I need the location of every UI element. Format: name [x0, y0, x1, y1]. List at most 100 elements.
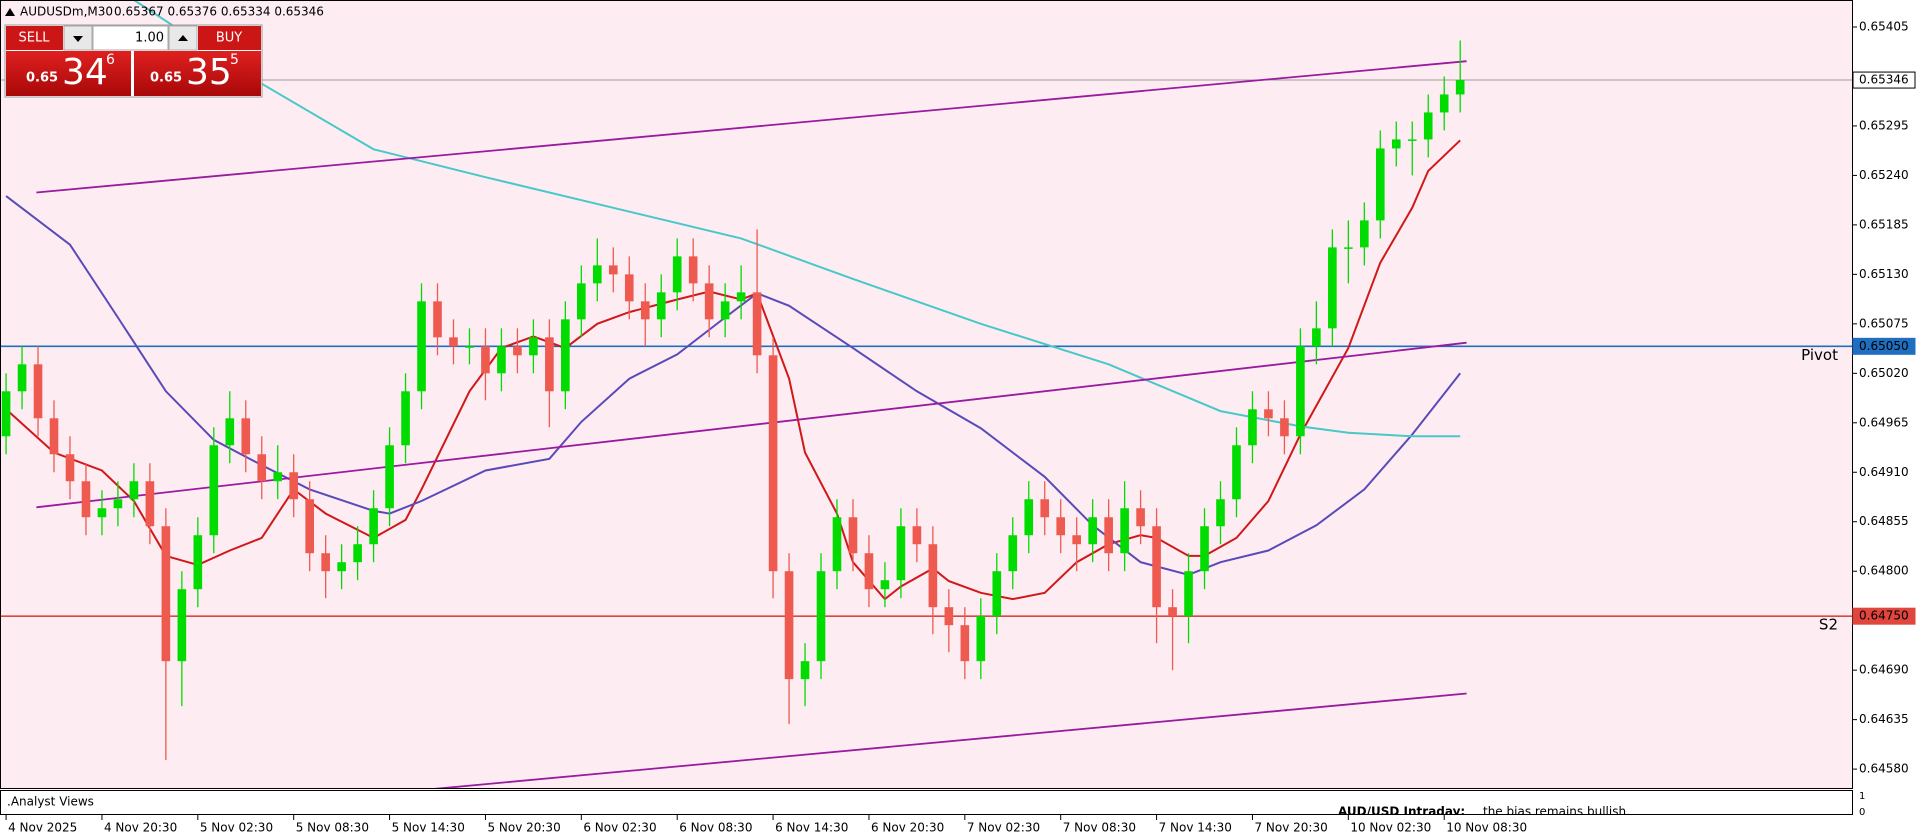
- subwindow-title: .Analyst Views: [7, 795, 94, 809]
- candle-body: [49, 418, 59, 455]
- buy-button[interactable]: [198, 26, 261, 50]
- candle-body: [305, 499, 314, 554]
- ask-point: 5: [230, 52, 239, 68]
- sub-tick-label: 1: [1859, 791, 1865, 802]
- candle-body: [864, 553, 874, 590]
- candle-body: [417, 301, 426, 392]
- x-tick-label: 6 Nov 02:30: [583, 821, 656, 835]
- candle-body: [800, 661, 810, 680]
- candle-body: [1136, 508, 1145, 527]
- candle-body: [912, 526, 922, 545]
- candle-body: [816, 571, 826, 662]
- price-box: [1852, 337, 1916, 355]
- candle-body: [944, 607, 954, 626]
- price-box-label: 0.64750: [1859, 609, 1909, 623]
- candle-body: [1056, 517, 1066, 536]
- trade-panel: SELL 1.00 BUY 0.65 34 6 0.65 35 5: [4, 24, 263, 98]
- moving-average: [133, 1, 1461, 438]
- candle-body: [1104, 517, 1113, 554]
- candle-body: [481, 346, 490, 374]
- collapse-icon[interactable]: [5, 8, 15, 16]
- candle-body: [369, 508, 378, 545]
- x-tick-label: 4 Nov 2025: [8, 821, 77, 835]
- candle-body: [1184, 571, 1193, 617]
- candle-body: [1328, 247, 1337, 329]
- candle-body: [624, 274, 634, 302]
- candle-body: [960, 625, 970, 662]
- bid-point: 6: [106, 52, 115, 68]
- moving-average: [5, 139, 1461, 601]
- x-tick-label: 5 Nov 08:30: [296, 821, 369, 835]
- buy-label[interactable]: BUY: [216, 31, 242, 46]
- candle-body: [129, 481, 139, 500]
- y-tick-label: 0.65240: [1859, 168, 1909, 182]
- x-tick-label: 10 Nov 02:30: [1350, 821, 1431, 835]
- candle-body: [1280, 418, 1289, 437]
- candle-body: [1423, 112, 1433, 140]
- candle-body: [1168, 607, 1177, 617]
- candle-body: [321, 553, 330, 572]
- candle-body: [257, 454, 267, 482]
- candle-body: [545, 337, 554, 392]
- subwindow-area: .Analyst Views AUD/USD Intraday: the bia…: [7, 795, 1630, 815]
- candle-body: [640, 301, 650, 320]
- sell-button[interactable]: [6, 26, 63, 50]
- price-box-label: 0.65346: [1859, 73, 1909, 87]
- x-tick-label: 7 Nov 02:30: [967, 821, 1040, 835]
- candle-body: [784, 571, 794, 680]
- volume-up[interactable]: [168, 25, 198, 51]
- candle-body: [385, 445, 394, 509]
- candle-body: [1264, 409, 1273, 419]
- candle-body: [928, 544, 938, 608]
- candle-body: [1120, 508, 1129, 554]
- plot-area: [1, 1, 1852, 788]
- candle-body: [752, 292, 762, 356]
- candle-body: [161, 526, 171, 662]
- candle-body: [1359, 220, 1369, 248]
- y-tick-label: 0.65405: [1859, 19, 1909, 33]
- x-tick-label: 4 Nov 20:30: [104, 821, 177, 835]
- x-tick-label: 7 Nov 08:30: [1063, 821, 1136, 835]
- candle-body: [976, 616, 986, 662]
- candle-body: [1008, 535, 1018, 572]
- symbol: AUDUSDm,M30: [20, 5, 113, 19]
- candle-body: [337, 562, 346, 572]
- candle-body: [289, 472, 299, 500]
- candle-body: [353, 544, 362, 563]
- candle-body: [736, 292, 746, 302]
- candle-body: [992, 571, 1002, 617]
- y-tick-label: 0.64965: [1859, 415, 1909, 429]
- candle-body: [1248, 409, 1257, 446]
- plot-border: [0, 0, 1853, 789]
- ask-box[interactable]: [134, 51, 261, 96]
- candle-body: [529, 337, 538, 356]
- candle-body: [433, 301, 442, 338]
- candle-body: [97, 508, 107, 518]
- trend-line: [36, 60, 1467, 194]
- candle-body: [1152, 526, 1161, 608]
- sell-label[interactable]: SELL: [19, 31, 51, 46]
- candle-body: [848, 517, 858, 554]
- candle-body: [1391, 139, 1401, 149]
- y-tick-label: 0.64635: [1859, 712, 1909, 726]
- ask-big: 0.65: [150, 71, 182, 86]
- y-tick-label: 0.65020: [1859, 366, 1909, 380]
- candle-body: [177, 589, 187, 662]
- level-name: S2: [1819, 616, 1838, 634]
- bid-box[interactable]: [6, 51, 131, 96]
- candle-body: [1040, 499, 1050, 518]
- y-tick-label: 0.64690: [1859, 663, 1909, 677]
- candle-body: [608, 265, 618, 275]
- candle-body: [465, 346, 474, 348]
- x-tick-label: 10 Nov 08:30: [1446, 821, 1527, 835]
- quote: 0.65367 0.65376 0.65334 0.65346: [114, 5, 324, 19]
- candle-body: [1455, 80, 1465, 95]
- candle-body: [241, 418, 251, 455]
- volume-value[interactable]: 1.00: [135, 31, 164, 46]
- candle-body: [704, 283, 714, 320]
- sub-tick-label: 0: [1859, 807, 1865, 818]
- y-tick-label: 0.65130: [1859, 267, 1909, 281]
- volume-input[interactable]: [92, 25, 169, 51]
- candle-body: [768, 355, 778, 572]
